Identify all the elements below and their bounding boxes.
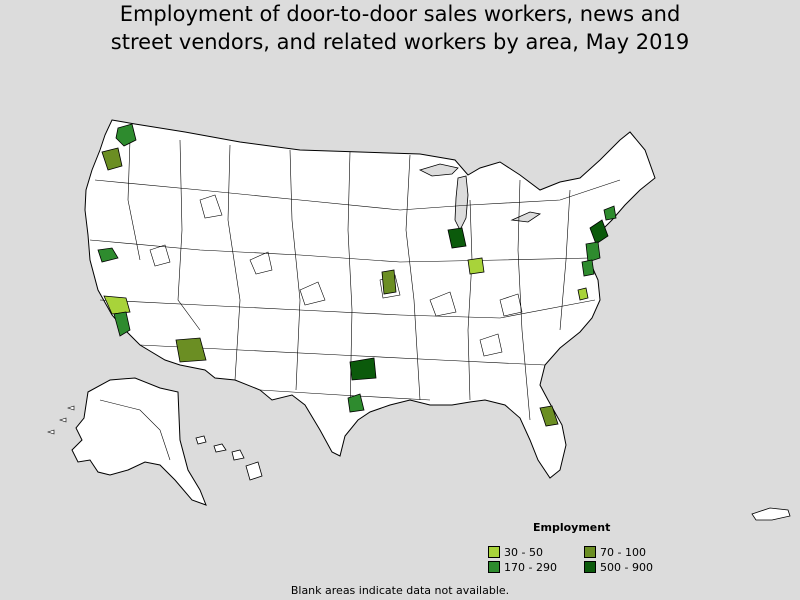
area-southern-ca bbox=[103, 295, 131, 315]
area-houston bbox=[347, 393, 365, 413]
area-kansas bbox=[381, 269, 397, 295]
area-phoenix bbox=[175, 337, 207, 363]
area-seattle bbox=[115, 123, 137, 147]
hawaii-islands bbox=[195, 435, 263, 481]
puerto-rico bbox=[751, 507, 791, 521]
area-dallas bbox=[349, 357, 377, 381]
contiguous-us-outline bbox=[84, 119, 656, 479]
legend-swatch bbox=[584, 546, 596, 558]
footnote: Blank areas indicate data not available. bbox=[290, 584, 510, 597]
area-los-angeles bbox=[113, 311, 131, 337]
area-boundaries bbox=[89, 139, 621, 421]
lake-michigan bbox=[454, 175, 469, 231]
legend-label: 170 - 290 bbox=[504, 561, 557, 574]
area-chicago bbox=[447, 227, 467, 249]
legend-label: 30 - 50 bbox=[504, 546, 543, 559]
area-virginia bbox=[577, 287, 589, 301]
legend-swatch bbox=[488, 546, 500, 558]
map-title-line-2: street vendors, and related workers by a… bbox=[110, 30, 690, 54]
area-new-york bbox=[589, 219, 609, 245]
alaska-outline bbox=[71, 377, 207, 506]
legend-item-70-100: 70 - 100 bbox=[584, 546, 646, 560]
shaded-areas bbox=[97, 123, 617, 427]
lake-superior bbox=[418, 163, 459, 177]
aleutian-islands bbox=[47, 405, 75, 435]
legend-swatch bbox=[488, 561, 500, 573]
area-boston bbox=[603, 205, 617, 221]
legend-label: 500 - 900 bbox=[600, 561, 653, 574]
alaska-inner-boundary bbox=[99, 399, 171, 461]
map-title-line-1: Employment of door-to-door sales workers… bbox=[119, 2, 681, 26]
area-sacramento-sf bbox=[97, 247, 119, 263]
legend-swatch bbox=[584, 561, 596, 573]
area-new-jersey bbox=[585, 241, 601, 263]
legend-item-30-50: 30 - 50 bbox=[488, 546, 543, 560]
legend-title: Employment bbox=[533, 521, 611, 534]
area-florida bbox=[539, 405, 559, 427]
legend-item-170-290: 170 - 290 bbox=[488, 561, 557, 575]
area-philadelphia bbox=[581, 259, 595, 277]
legend-label: 70 - 100 bbox=[600, 546, 646, 559]
area-ohio bbox=[467, 257, 485, 275]
area-portland bbox=[101, 147, 123, 171]
legend-item-500-900: 500 - 900 bbox=[584, 561, 653, 575]
